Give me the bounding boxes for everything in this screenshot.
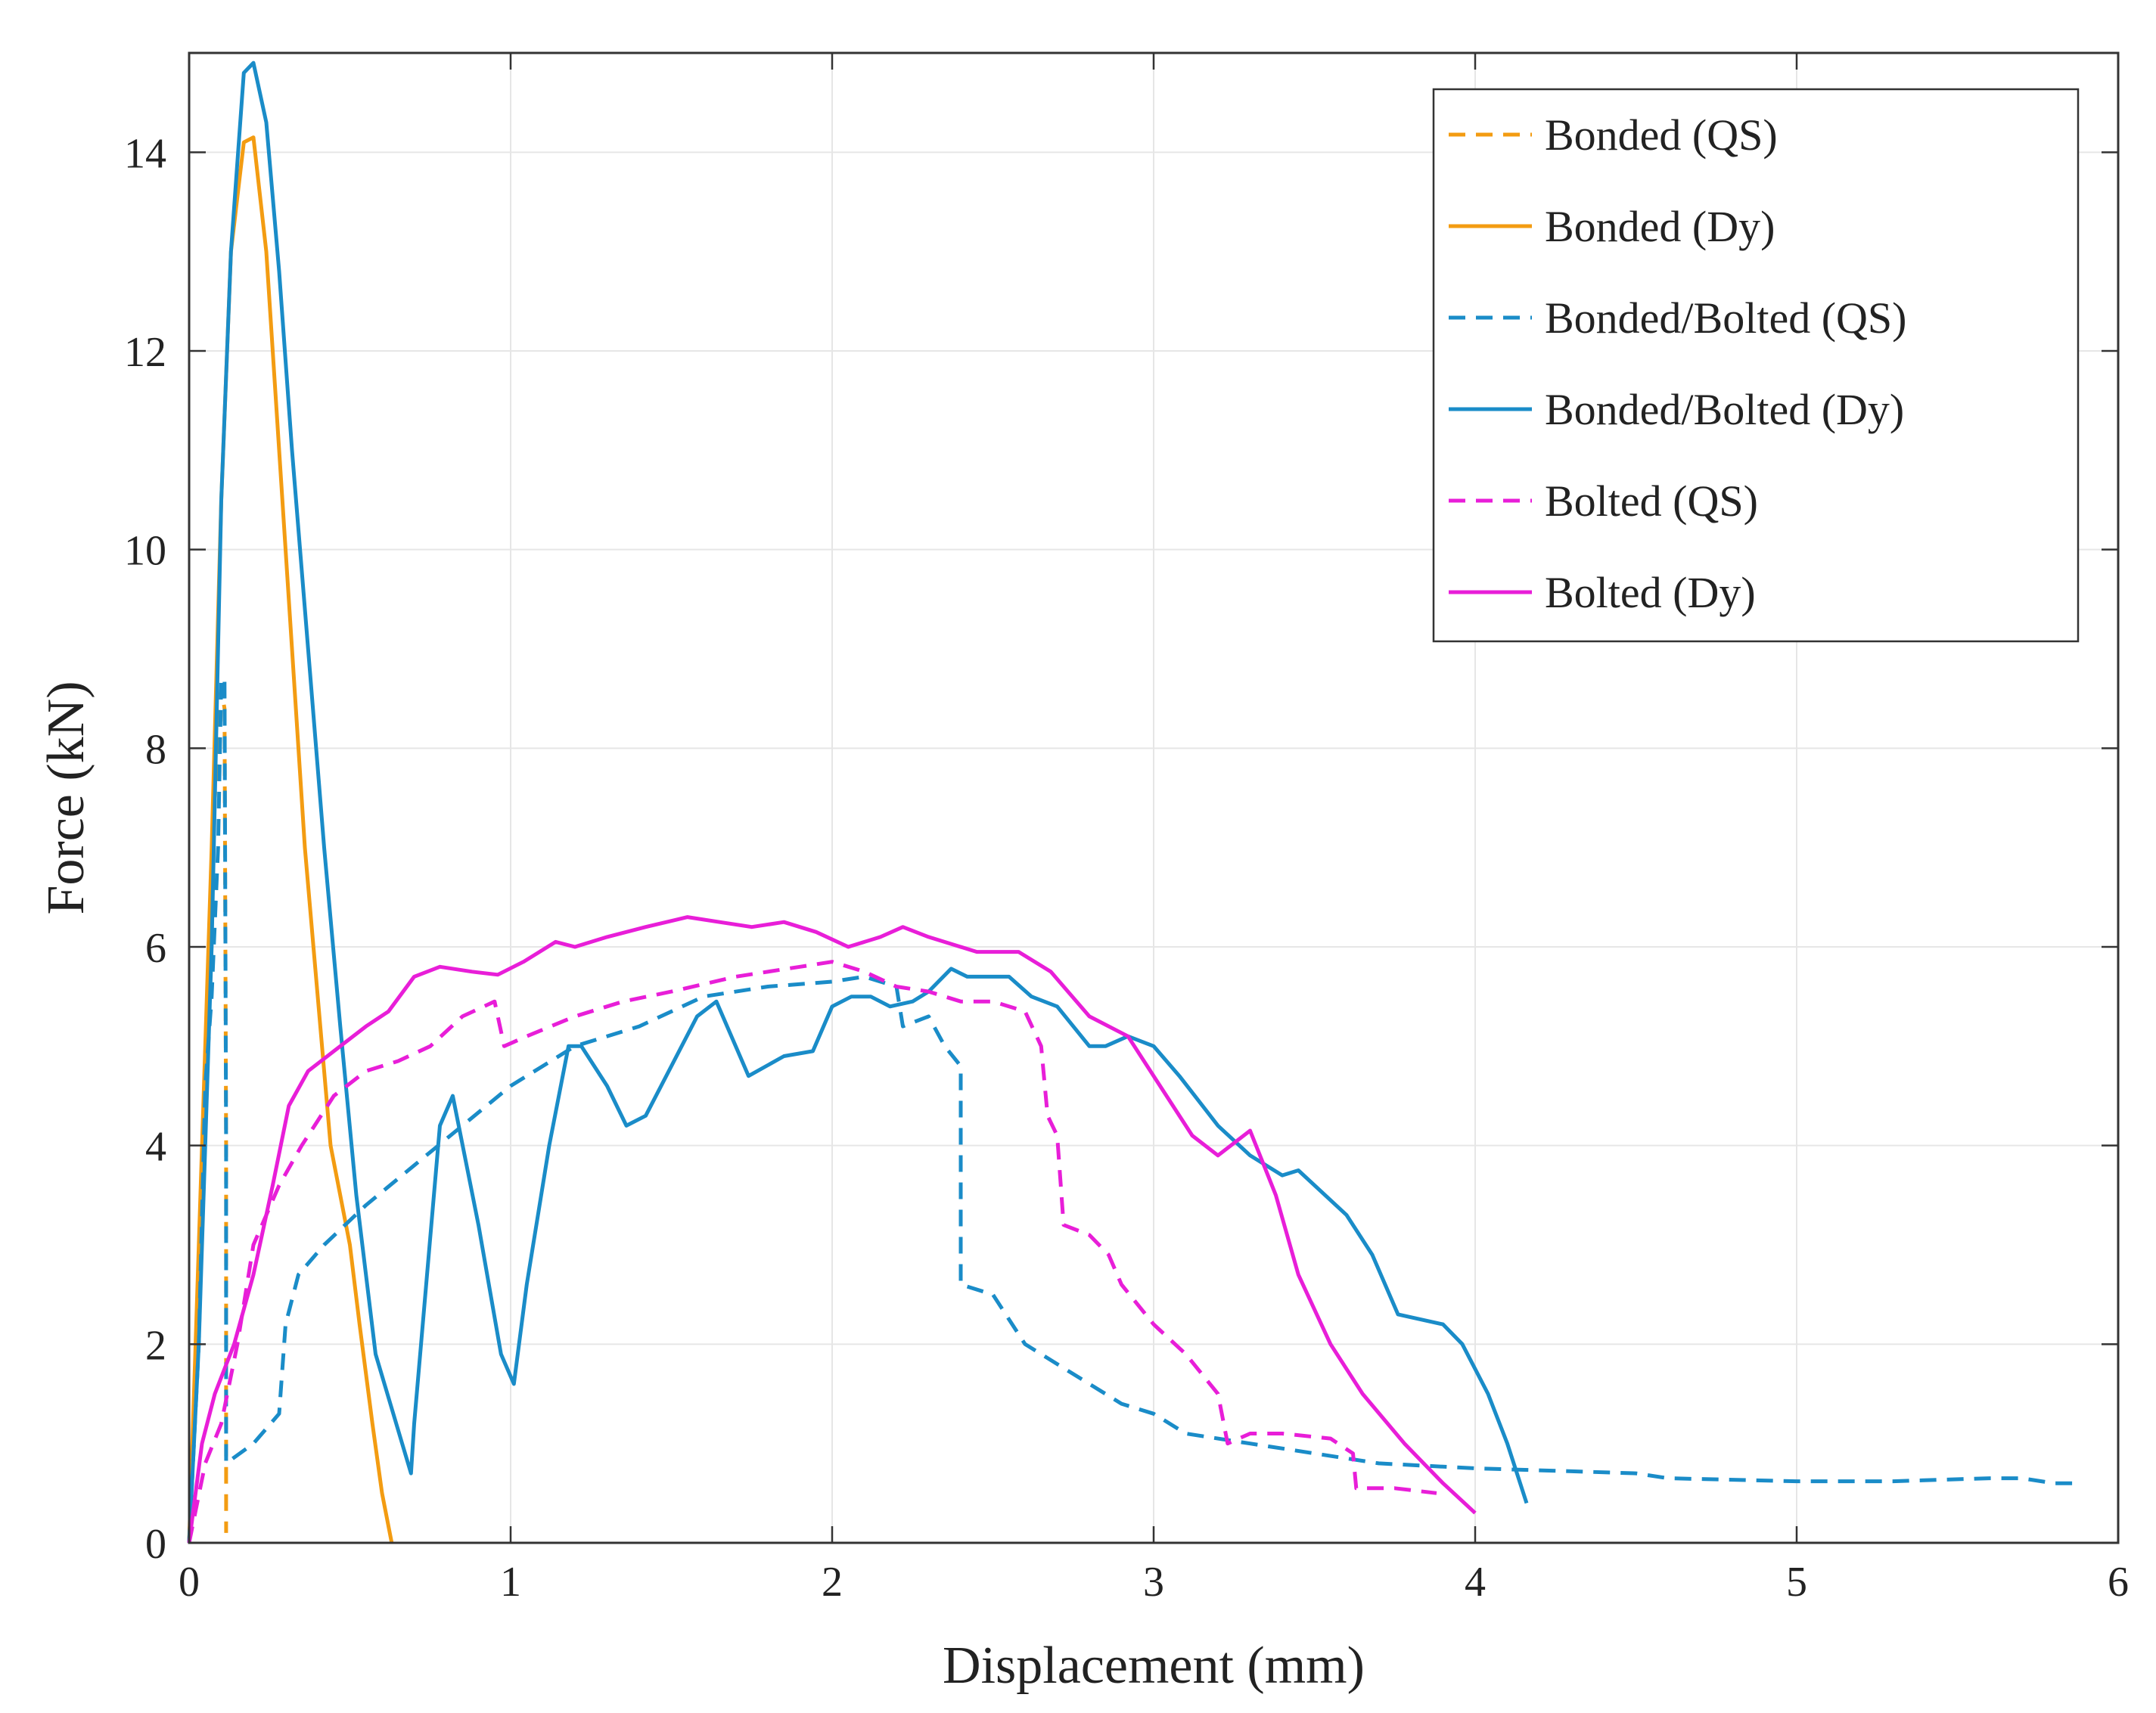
legend: Bonded (QS) Bonded (Dy) Bonded/Bolted (QS)…: [1432, 88, 2080, 643]
series-line-bolted-dy: [187, 915, 1477, 1544]
series-line-bonded-bolted-qs: [187, 676, 2077, 1544]
y-tick-label: 0: [145, 1521, 166, 1568]
y-tick-label: 6: [145, 925, 166, 972]
series-line-bonded-dy: [187, 135, 394, 1544]
x-tick-label: 4: [1465, 1559, 1486, 1606]
y-tick-label: 12: [124, 329, 166, 376]
y-tick-label: 14: [124, 130, 166, 177]
x-tick-label: 2: [822, 1559, 843, 1606]
legend-entries: Bonded (QS) Bonded (Dy) Bonded/Bolted (QS)…: [1449, 110, 1906, 617]
series-line-bonded-bolted-dy: [187, 61, 1529, 1544]
y-tick-label: 2: [145, 1322, 166, 1369]
x-tick-label: 3: [1143, 1559, 1164, 1606]
y-axis-title: Force (kN): [37, 681, 95, 914]
legend-label-bonded-qs: Bonded (QS): [1545, 110, 1778, 160]
plot-series: [187, 61, 2077, 1544]
y-tick-label: 4: [145, 1124, 166, 1171]
series-line-bolted-qs: [187, 960, 1437, 1544]
legend-label-bolted-dy: Bolted (Dy): [1545, 568, 1756, 617]
x-axis-title: Displacement (mm): [943, 1637, 1365, 1695]
legend-label-bolted-qs: Bolted (QS): [1545, 476, 1758, 526]
x-tick-label: 1: [500, 1559, 521, 1606]
legend-label-bonded-dy: Bonded (Dy): [1545, 202, 1775, 251]
x-tick-label: 6: [2108, 1559, 2129, 1606]
legend-label-bonded-bolted-dy: Bonded/Bolted (Dy): [1545, 385, 1904, 434]
legend-box: [1432, 88, 2080, 643]
x-tick-label: 5: [1786, 1559, 1807, 1606]
y-tick-label: 10: [124, 528, 166, 575]
legend-label-bonded-bolted-qs: Bonded/Bolted (QS): [1545, 293, 1906, 343]
y-tick-label: 8: [145, 726, 166, 773]
x-tick-label: 0: [179, 1559, 200, 1606]
